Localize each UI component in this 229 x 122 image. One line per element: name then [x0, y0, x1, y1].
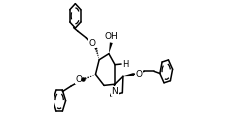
Text: H: H: [122, 60, 128, 69]
Text: OH: OH: [104, 32, 118, 41]
Polygon shape: [108, 42, 112, 54]
Polygon shape: [122, 73, 134, 76]
Text: O: O: [88, 39, 95, 48]
Text: O: O: [75, 75, 82, 84]
Text: O: O: [135, 70, 142, 79]
Text: N: N: [111, 87, 118, 96]
